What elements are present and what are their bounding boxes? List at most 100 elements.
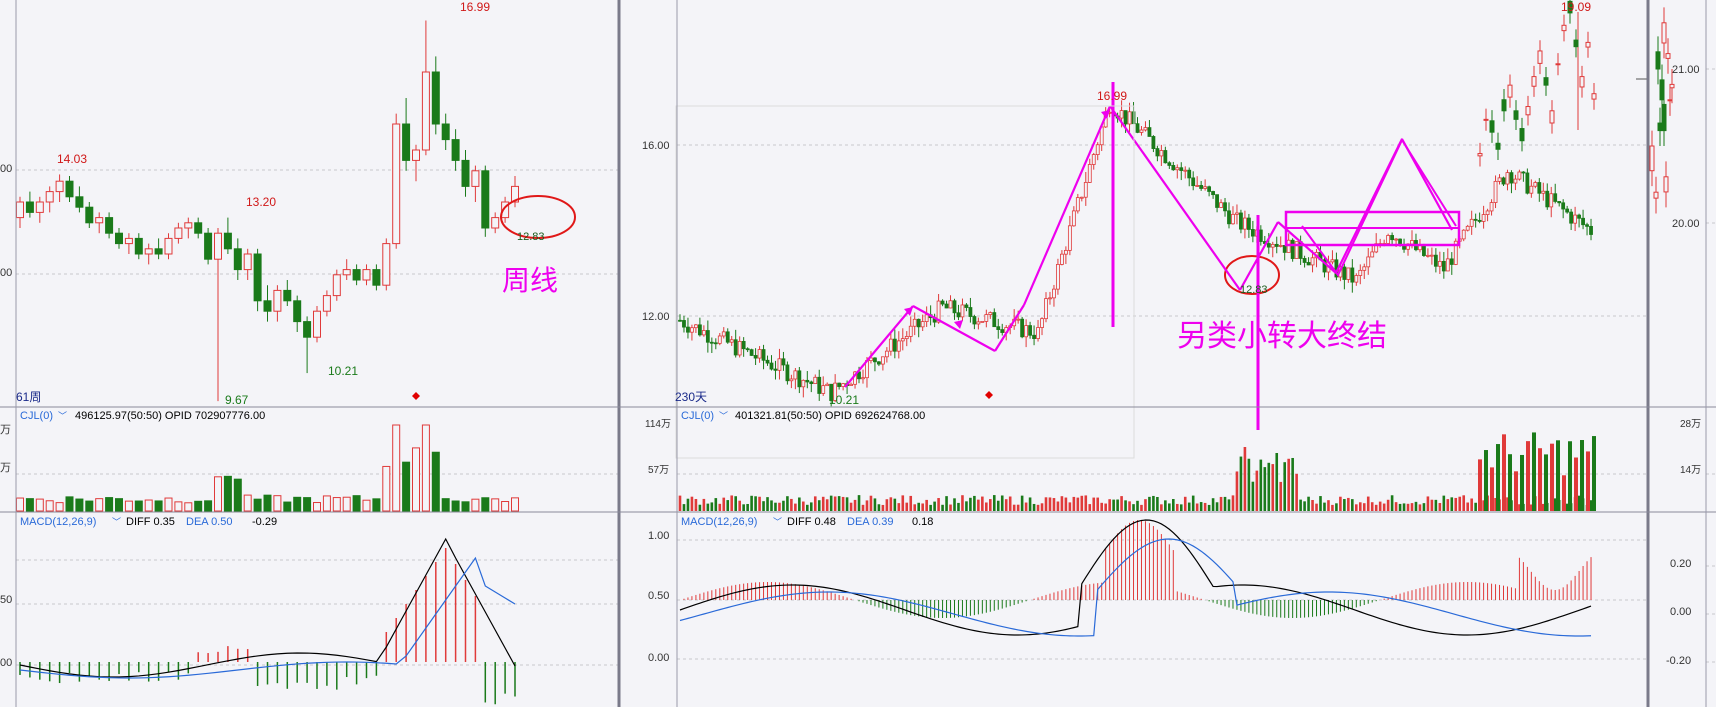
daily-candle-body: [1127, 111, 1132, 125]
weekly-candle-body: [144, 248, 153, 255]
daily-volume-bar: [730, 495, 734, 511]
daily-volume-bar: [742, 504, 745, 511]
daily-volume-bar: [1466, 502, 1469, 511]
daily-candle-body: [785, 364, 790, 382]
daily-volume-bar: [1577, 495, 1581, 511]
daily-volume-bar: [1279, 481, 1283, 511]
late-volume-bar: [1502, 434, 1506, 511]
zoom-selection-frame: [675, 105, 1135, 459]
daily-candle-body: [1191, 177, 1196, 187]
weekly-volume-bar: [144, 499, 153, 512]
daily-volume-bar: [845, 497, 849, 511]
daily-volume-bar: [865, 500, 869, 511]
daily-candle-body: [1453, 240, 1458, 265]
daily-candle-body: [1485, 210, 1490, 215]
daily-volume-bar: [1028, 497, 1032, 511]
daily-candle-body: [976, 321, 981, 325]
mid-macd-title[interactable]: MACD(12,26,9): [681, 516, 757, 528]
daily-volume-bar: [1450, 497, 1454, 511]
weekly-volume-bar: [402, 461, 411, 512]
daily-candle-body: [817, 376, 822, 394]
daily-candle-body: [1581, 217, 1585, 226]
daily-volume-bar: [1036, 504, 1040, 511]
daily-volume-bar: [929, 504, 932, 511]
daily-candle-body: [916, 318, 921, 328]
daily-candle-body: [877, 361, 881, 365]
weekly-candle-body: [421, 71, 430, 151]
weekly-volume-bar: [184, 502, 193, 512]
daily-candle-body: [678, 319, 682, 322]
mid-cjl-title[interactable]: CJL(0): [681, 410, 714, 422]
late-candle-body: [1483, 118, 1489, 121]
right-price-tick-1: 21.00: [1672, 64, 1700, 76]
daily-candle-body: [952, 300, 957, 314]
daily-volume-bar: [718, 503, 722, 511]
daily-volume-bar: [1458, 496, 1462, 511]
arrow-head: [1101, 110, 1110, 119]
daily-volume-bar: [985, 502, 988, 511]
daily-volume-bar: [1351, 499, 1354, 511]
daily-volume-bar: [786, 496, 789, 511]
daily-candle-body: [1517, 171, 1522, 180]
daily-candle-body: [1549, 193, 1554, 208]
weekly-candle-body: [253, 253, 262, 302]
left-macd-title[interactable]: MACD(12,26,9): [20, 516, 96, 528]
left-cjl-dropdown-icon[interactable]: ﹀: [58, 411, 67, 421]
daily-volume-bar: [1462, 495, 1466, 511]
daily-candle-body: [1410, 240, 1414, 245]
daily-volume-bar: [1426, 496, 1430, 511]
daily-candle-body: [920, 321, 925, 328]
weekly-candle-body: [16, 201, 24, 219]
weekly-candle-body: [283, 289, 292, 302]
weekly-volume-bar: [481, 497, 490, 512]
daily-candle-body: [1183, 169, 1188, 172]
daily-volume-bar: [1164, 500, 1167, 511]
daily-volume-bar: [1263, 467, 1267, 511]
daily-volume-bar: [1299, 499, 1302, 511]
weekly-candle-body: [25, 201, 34, 213]
daily-candle-body: [1119, 110, 1124, 119]
daily-candle-body: [940, 300, 945, 305]
daily-volume-bar: [734, 496, 737, 511]
left-low-label: 9.67: [225, 393, 249, 407]
daily-candle-body: [805, 379, 810, 383]
daily-volume-bar: [1120, 496, 1123, 511]
daily-candle-body: [1537, 182, 1542, 194]
weekly-candle-body: [352, 269, 361, 281]
left-price-tick-2: 00: [0, 267, 12, 279]
daily-volume-bar: [1506, 497, 1509, 511]
daily-candle-body: [1044, 298, 1048, 320]
daily-volume-bar: [1251, 481, 1255, 511]
daily-candle-body: [1509, 172, 1514, 184]
daily-volume-bar: [1331, 504, 1334, 511]
weekly-candle-body: [243, 253, 252, 271]
daily-candle-body: [849, 383, 853, 386]
daily-candle-body: [1163, 150, 1168, 164]
weekly-candle-body: [491, 217, 500, 229]
daily-candle-body: [821, 385, 826, 394]
daily-volume-bar: [1112, 499, 1115, 511]
daily-volume-bar: [1199, 502, 1203, 511]
daily-candle-body: [1565, 208, 1570, 213]
left-macd-dropdown-icon[interactable]: ﹀: [112, 517, 121, 527]
daily-volume-bar: [833, 496, 837, 511]
weekly-volume-bar: [283, 501, 292, 512]
daily-candle-body: [701, 330, 706, 336]
daily-candle-body: [888, 338, 893, 352]
daily-candle-body: [1219, 202, 1223, 208]
arrow-head: [904, 307, 913, 316]
daily-candle-body: [1306, 262, 1311, 266]
daily-candle-body: [682, 320, 686, 328]
magenta-trend-line: [1022, 105, 1112, 306]
daily-volume-bar: [766, 497, 769, 511]
daily-volume-bar: [837, 496, 841, 511]
daily-volume-bar: [905, 502, 909, 511]
daily-volume-bar: [821, 496, 825, 511]
left-cjl-title[interactable]: CJL(0): [20, 410, 53, 422]
daily-volume-bar: [702, 498, 706, 511]
daily-candle-body: [944, 303, 949, 309]
daily-volume-bar: [1390, 495, 1394, 511]
daily-candle-body: [781, 358, 786, 366]
mid-macd-dropdown-icon[interactable]: ﹀: [773, 517, 782, 527]
mid-cjl-dropdown-icon[interactable]: ﹀: [719, 411, 728, 421]
